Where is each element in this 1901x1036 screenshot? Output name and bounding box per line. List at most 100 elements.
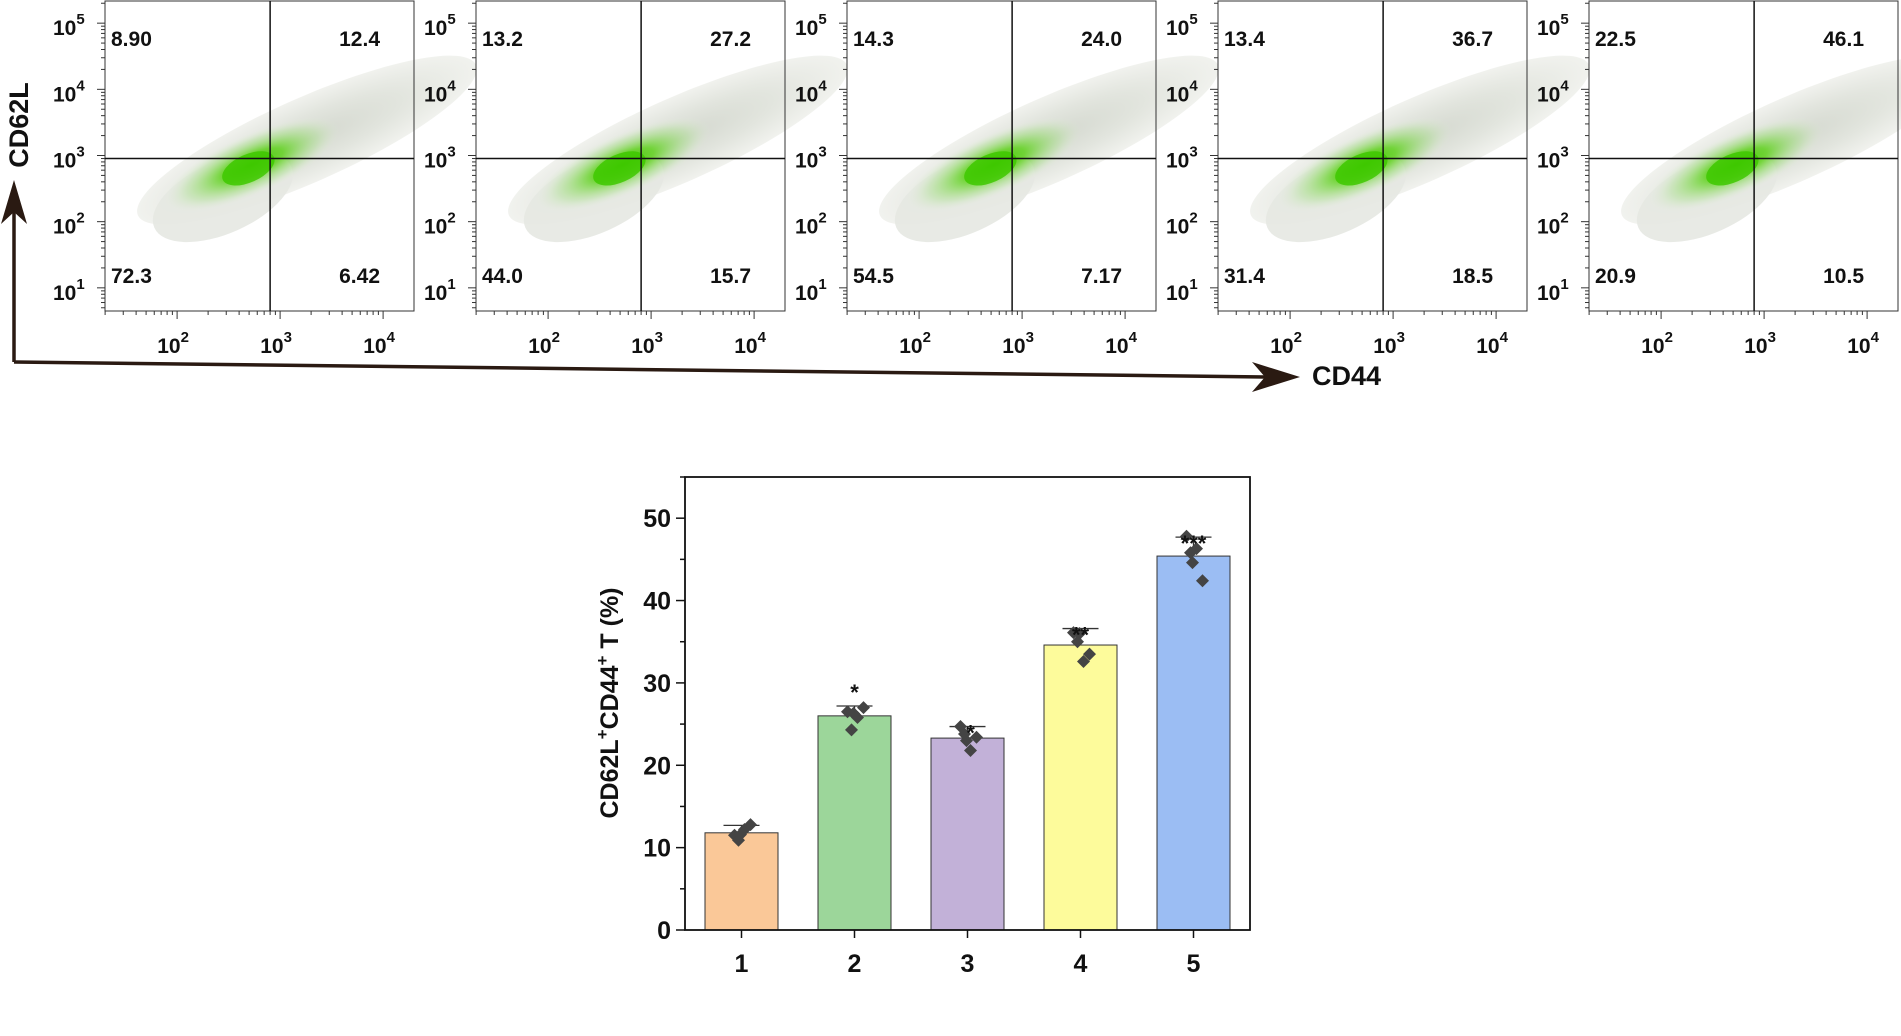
y-tick-label: 101 — [424, 276, 456, 305]
density-cloud — [508, 55, 848, 243]
x-tick-label: 102 — [528, 329, 560, 358]
data-point — [970, 730, 983, 744]
data-point — [857, 701, 870, 715]
plot-frame — [684, 476, 1251, 931]
bar — [817, 715, 892, 931]
x-tick-label: 103 — [1002, 329, 1034, 358]
data-point — [734, 827, 747, 841]
quadrant-top-left: 13.2 — [482, 28, 523, 51]
y-axis-title: CD62L+CD44+ T (%) — [593, 587, 624, 818]
data-point — [1180, 529, 1193, 543]
quadrant-top-left: 14.3 — [853, 28, 894, 51]
y-tick-label: 104 — [424, 77, 456, 106]
x-tick-label: 3 — [961, 950, 975, 978]
y-tick-label: 105 — [1537, 11, 1569, 40]
y-tick-label: 101 — [795, 276, 827, 305]
quadrant-bottom-right: 18.5 — [1452, 265, 1493, 288]
x-tick-label: 104 — [1476, 329, 1508, 358]
significance-marker: *** — [1181, 531, 1207, 556]
density-cloud — [1621, 55, 1901, 243]
y-tick-label: 10 — [643, 835, 671, 863]
y-tick-label: 103 — [1537, 144, 1569, 173]
x-tick-label: 4 — [1074, 950, 1088, 978]
bar — [1156, 555, 1231, 931]
quadrant-top-right: 27.2 — [710, 28, 751, 51]
data-point — [1083, 647, 1096, 661]
bar-group-4: ** 4 — [1043, 623, 1118, 978]
x-arrow-line — [13, 360, 1266, 379]
y-tick-label: 101 — [53, 276, 85, 305]
x-tick-label: 103 — [1744, 329, 1776, 358]
y-tick-label: 103 — [1166, 144, 1198, 173]
x-tick-label: 1 — [735, 950, 749, 978]
density-peak — [964, 151, 1017, 186]
y-tick-label: 104 — [1537, 77, 1569, 106]
y-tick-label: 102 — [1166, 210, 1198, 239]
y-tick-label: 103 — [53, 144, 85, 173]
y-tick-label: 105 — [53, 11, 85, 40]
significance-marker: * — [966, 721, 975, 746]
flow-panel-4: 13.4 36.7 31.4 18.5 102 103 104 105 104 103 102 101 — [1166, 0, 1590, 358]
quadrant-top-right: 36.7 — [1452, 28, 1493, 51]
y-tick-label: 103 — [424, 144, 456, 173]
y-tick-label: 104 — [1166, 77, 1198, 106]
bar-group-3: *3 — [930, 720, 1005, 978]
y-tick-label: 101 — [1537, 276, 1569, 305]
x-tick-label: 102 — [1641, 329, 1673, 358]
y-tick-label: 104 — [53, 77, 85, 106]
x-tick-label: 102 — [899, 329, 931, 358]
quadrant-bottom-left: 54.5 — [853, 265, 894, 288]
significance-marker: * — [850, 680, 859, 705]
y-tick-label: 105 — [1166, 11, 1198, 40]
quadrant-bottom-left: 44.0 — [482, 265, 523, 288]
y-tick-label: 102 — [795, 210, 827, 239]
bar-group-5: *** 5 — [1156, 529, 1231, 978]
density-cloud — [879, 55, 1219, 243]
x-tick-label: 5 — [1187, 950, 1201, 978]
density-peak — [1706, 151, 1759, 186]
bar — [704, 832, 779, 931]
data-point — [1190, 542, 1203, 556]
y-tick-label: 105 — [795, 11, 827, 40]
x-tick-label: 2 — [848, 950, 862, 978]
data-point — [960, 734, 973, 748]
y-tick-label: 102 — [1537, 210, 1569, 239]
data-point — [1073, 626, 1086, 640]
x-tick-label: 104 — [1847, 329, 1879, 358]
y-tick-label: 105 — [424, 11, 456, 40]
y-tick-label: 102 — [424, 210, 456, 239]
flow-panel-5: 22.5 46.1 20.9 10.5 102 103 104 105 104 103 102 101 — [1537, 0, 1901, 358]
bar — [1043, 644, 1118, 931]
y-tick-label: 104 — [795, 77, 827, 106]
flow-panel-3: 14.3 24.0 54.5 7.17 102 103 104 105 104 103 102 101 — [795, 0, 1219, 358]
x-tick-label: 104 — [1105, 329, 1137, 358]
y-tick-label: 0 — [657, 917, 671, 945]
data-point — [964, 743, 977, 757]
y-tick-label: 102 — [53, 210, 85, 239]
x-axis-label-cd44: CD44 — [1312, 361, 1381, 391]
x-tick-label: 102 — [1270, 329, 1302, 358]
quadrant-top-left: 13.4 — [1224, 28, 1265, 51]
x-tick-label: 102 — [157, 329, 189, 358]
density-peak — [1335, 151, 1388, 186]
bar-group-1: 1 — [704, 818, 779, 978]
y-tick-label: 20 — [643, 752, 671, 780]
x-tick-label: 103 — [260, 329, 292, 358]
quadrant-bottom-right: 7.17 — [1081, 265, 1122, 288]
quadrant-bottom-right: 6.42 — [339, 265, 380, 288]
y-tick-label: 101 — [1166, 276, 1198, 305]
density-peak — [222, 151, 275, 186]
x-tick-label: 104 — [734, 329, 766, 358]
quadrant-top-left: 8.90 — [111, 28, 152, 51]
y-tick-label: 30 — [643, 670, 671, 698]
bar — [930, 737, 1005, 931]
quadrant-top-right: 24.0 — [1081, 28, 1122, 51]
bar-group-2: *2 — [817, 680, 892, 978]
data-point — [845, 723, 858, 737]
data-point — [1196, 574, 1209, 588]
quadrant-top-left: 22.5 — [1595, 28, 1636, 51]
y-arrow-head — [1, 180, 27, 224]
data-point — [1186, 556, 1199, 570]
y-tick-label: 40 — [643, 588, 671, 616]
